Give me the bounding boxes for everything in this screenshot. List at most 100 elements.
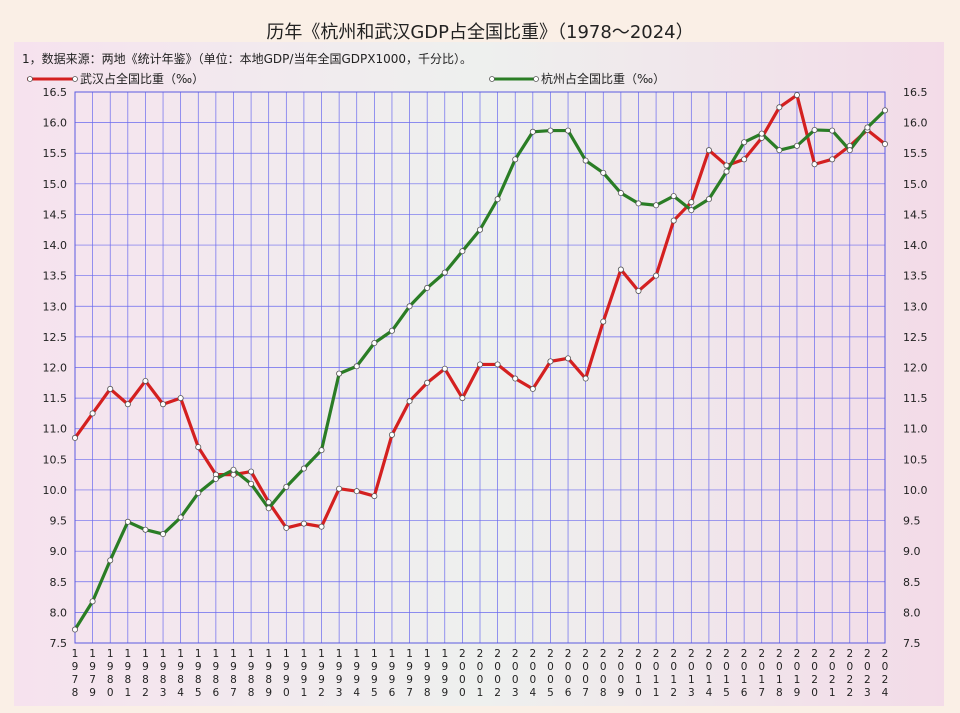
y-tick-label-left: 8.5 (50, 576, 68, 589)
legend-item-hangzhou: 杭州占全国比重（‰） (489, 71, 665, 86)
data-point-wuhan (388, 431, 395, 438)
data-point-wuhan (670, 217, 677, 224)
data-point-wuhan (512, 375, 519, 382)
data-point-hangzhou (793, 142, 800, 149)
data-point-wuhan (248, 468, 255, 475)
data-point-wuhan (565, 355, 572, 362)
data-point-hangzhou (741, 139, 748, 146)
data-point-wuhan (635, 287, 642, 294)
data-point-wuhan (529, 385, 536, 392)
data-point-wuhan (318, 523, 325, 530)
data-point-wuhan (776, 104, 783, 111)
data-point-wuhan (793, 92, 800, 99)
y-tick-label-left: 13.0 (43, 300, 68, 313)
data-point-wuhan (160, 401, 167, 408)
y-tick-label-left: 13.5 (43, 270, 68, 283)
data-point-hangzhou (441, 269, 448, 276)
series-layer (72, 92, 889, 633)
data-point-hangzhou (565, 127, 572, 134)
data-point-hangzhou (529, 128, 536, 135)
y-tick-label-right: 12.5 (903, 331, 928, 344)
y-tick-label-right: 10.5 (903, 453, 928, 466)
legend-label-hangzhou: 杭州占全国比重（‰） (541, 71, 665, 86)
data-point-hangzhou (212, 475, 219, 482)
data-point-hangzhou (600, 169, 607, 176)
y-tick-label-right: 16.5 (903, 86, 928, 99)
data-point-hangzhou (265, 505, 272, 512)
data-point-wuhan (476, 361, 483, 368)
data-point-hangzhou (142, 526, 149, 533)
y-tick-label-left: 7.5 (50, 637, 68, 650)
chart-panel (14, 42, 944, 706)
y-tick-label-right: 16.0 (903, 117, 928, 130)
y-tick-label-right: 15.5 (903, 147, 928, 160)
x-axis: 1 9 7 8 1 9 7 9 1 9 8 0 1 9 8 1 1 9 8 2 1 9 8 3 1 9 8 4 1 9 8 5 1 9 8 6 1 9 8 7… (72, 648, 889, 699)
data-point-wuhan (406, 398, 413, 405)
y-tick-label-right: 14.5 (903, 208, 928, 221)
y-tick-label-right: 9.5 (903, 515, 921, 528)
chart-title: 历年《杭州和武汉GDP占全国比重》（1978～2024） (266, 22, 694, 43)
y-tick-label-left: 11.5 (43, 392, 68, 405)
data-point-hangzhou (248, 480, 255, 487)
legend-marker (533, 76, 539, 82)
data-point-wuhan (72, 434, 79, 441)
data-point-hangzhou (160, 531, 167, 538)
legend-item-wuhan: 武汉占全国比重（‰） (27, 71, 204, 86)
data-point-hangzhou (336, 370, 343, 377)
y-tick-label-right: 8.5 (903, 576, 921, 589)
data-point-hangzhou (406, 303, 413, 310)
y-tick-label-left: 8.0 (50, 606, 68, 619)
data-point-hangzhou (688, 207, 695, 214)
data-point-hangzhou (547, 127, 554, 134)
data-point-hangzhou (723, 168, 730, 175)
data-point-hangzhou (371, 340, 378, 347)
data-point-hangzhou (300, 465, 307, 472)
y-tick-label-left: 16.5 (43, 86, 68, 99)
y-tick-label-left: 9.0 (50, 545, 68, 558)
data-point-hangzhou (882, 107, 889, 114)
y-tick-label-left: 14.0 (43, 239, 68, 252)
legend-marker (27, 76, 33, 82)
data-point-wuhan (107, 385, 114, 392)
data-point-hangzhou (811, 126, 818, 133)
data-point-wuhan (124, 401, 131, 408)
data-point-hangzhou (318, 447, 325, 454)
data-point-hangzhou (177, 514, 184, 521)
data-point-wuhan (494, 361, 501, 368)
data-point-wuhan (653, 272, 660, 279)
data-point-hangzhou (846, 147, 853, 154)
y-tick-label-left: 9.5 (50, 515, 68, 528)
y-tick-label-left: 15.0 (43, 178, 68, 191)
data-point-wuhan (600, 318, 607, 325)
data-point-hangzhou (124, 518, 131, 525)
data-point-hangzhou (494, 196, 501, 203)
data-point-hangzhou (107, 557, 114, 564)
y-tick-label-right: 11.0 (903, 423, 928, 436)
y-tick-label-left: 12.5 (43, 331, 68, 344)
y-tick-label-right: 13.0 (903, 300, 928, 313)
data-point-wuhan (265, 499, 272, 506)
data-point-wuhan (688, 199, 695, 206)
data-point-hangzhou (864, 124, 871, 131)
